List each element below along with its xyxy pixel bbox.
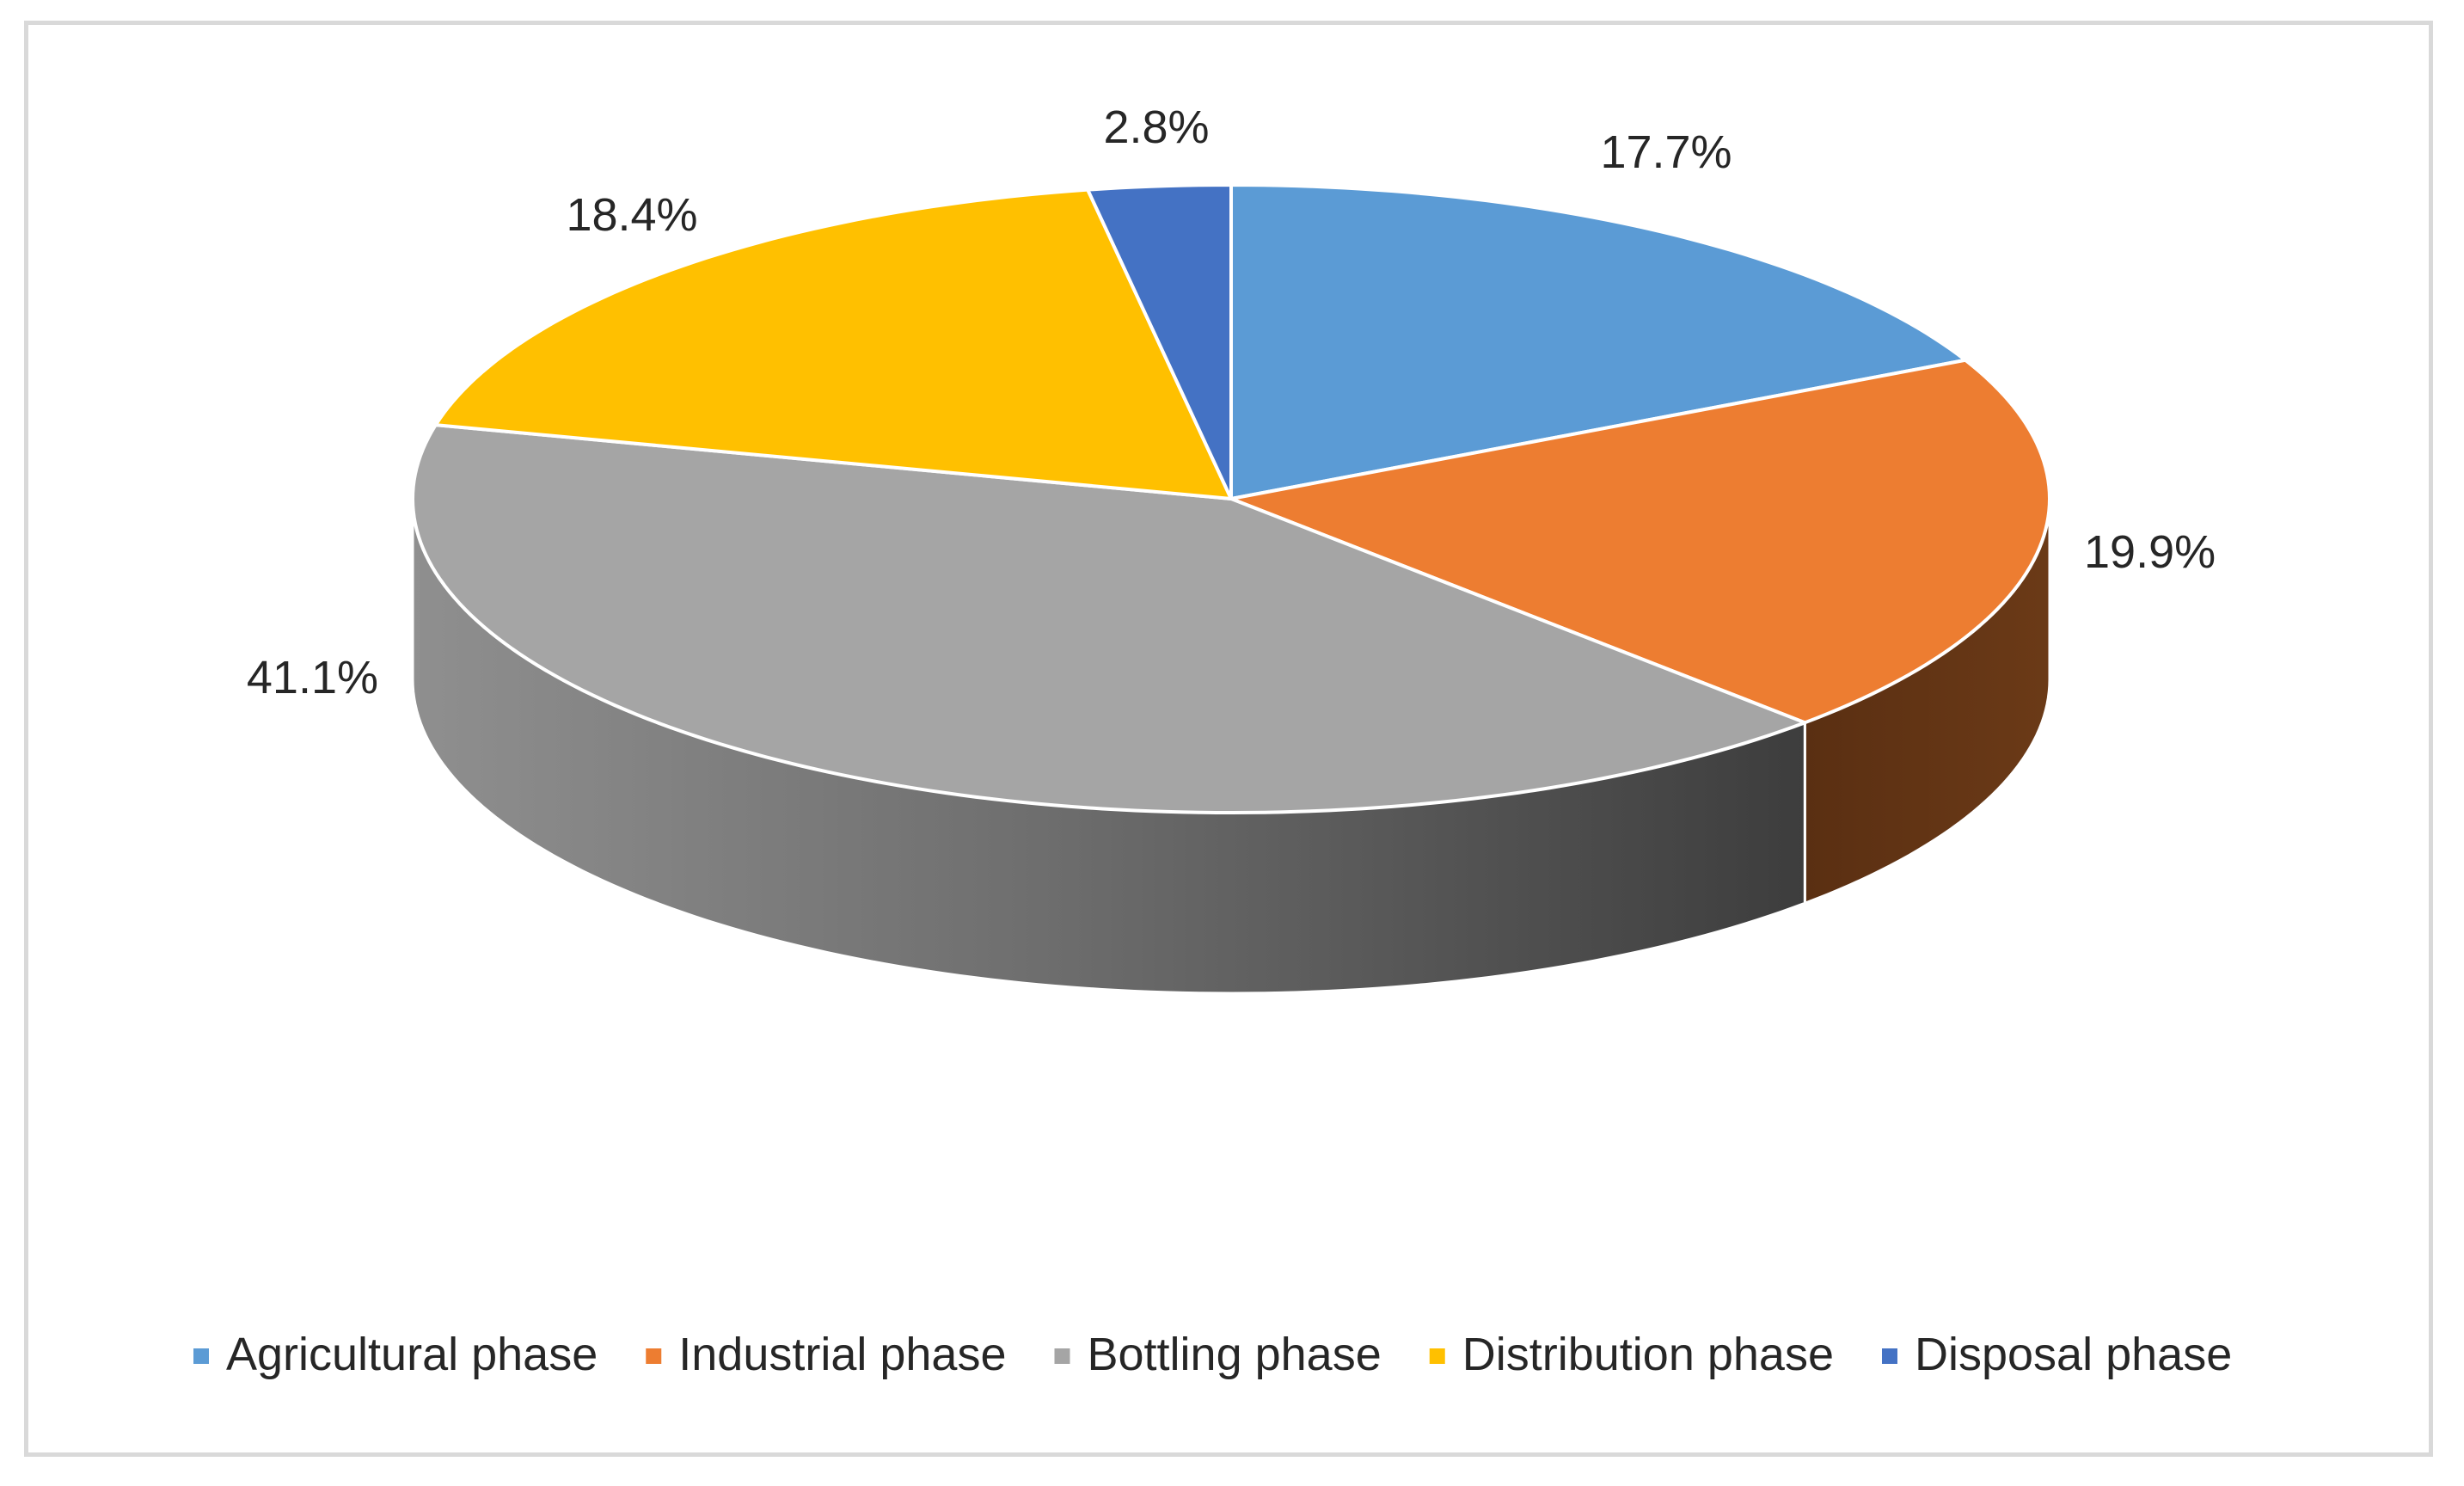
legend-item-industrial-phase: Industrial phase (646, 1329, 1007, 1380)
legend-label-disposal-phase: Disposal phase (1915, 1329, 2232, 1380)
pie-slice-agricultural-phase (1229, 183, 1968, 500)
legend-label-distribution-phase: Distribution phase (1462, 1329, 1834, 1380)
pie-slice-bottling-phase (411, 423, 1807, 814)
legend-item-distribution-phase: Distribution phase (1429, 1329, 1834, 1380)
data-label-distribution-phase: 18.4% (566, 189, 697, 241)
pie-slice-distribution-phase (433, 187, 1233, 500)
pie-slice-disposal-phase (1086, 183, 1233, 500)
data-label-agricultural-phase: 17.7% (1600, 126, 1732, 178)
legend: Agricultural phase Industrial phase Bottli… (193, 1329, 2232, 1380)
legend-label-agricultural-phase: Agricultural phase (226, 1329, 598, 1380)
pie-slice-industrial-phase (1229, 358, 2051, 725)
legend-swatch-disposal-phase (1882, 1348, 1897, 1364)
legend-label-industrial-phase: Industrial phase (678, 1329, 1006, 1380)
data-label-disposal-phase: 2.8% (1103, 101, 1209, 153)
data-label-bottling-phase: 41.1% (247, 652, 378, 703)
pie-data-labels: 17.7% 19.9% 41.1% 18.4% 2.8% (247, 101, 2216, 703)
legend-swatch-distribution-phase (1429, 1348, 1445, 1364)
pie-tops (411, 183, 2051, 814)
legend-label-bottling-phase: Bottling phase (1088, 1329, 1382, 1380)
legend-item-bottling-phase: Bottling phase (1054, 1329, 1382, 1380)
legend-swatch-bottling-phase (1054, 1348, 1070, 1364)
legend-item-agricultural-phase: Agricultural phase (193, 1329, 598, 1380)
legend-swatch-industrial-phase (646, 1348, 662, 1364)
data-label-industrial-phase: 19.9% (2084, 526, 2216, 578)
legend-swatch-agricultural-phase (193, 1348, 209, 1364)
legend-item-disposal-phase: Disposal phase (1882, 1329, 2232, 1380)
